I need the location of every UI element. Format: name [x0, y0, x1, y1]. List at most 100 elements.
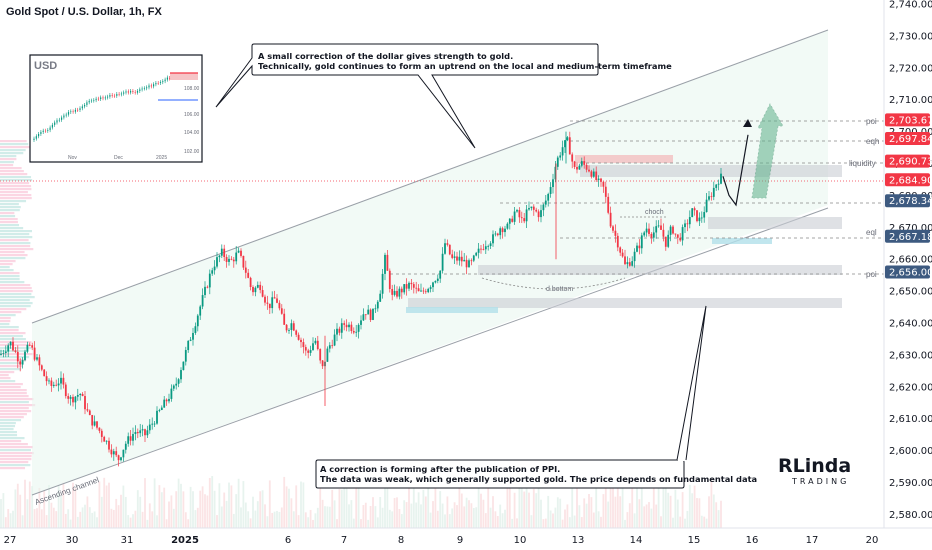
volume-profile-bar — [0, 455, 32, 458]
volume-bar — [614, 496, 617, 528]
volume-bar — [436, 510, 439, 528]
candle-body — [331, 345, 334, 347]
callout-bottom: A correction is forming after the public… — [315, 305, 757, 489]
candle-body — [669, 226, 672, 235]
volume-bar — [134, 510, 137, 528]
candle-body — [456, 256, 458, 261]
candle-body — [252, 286, 254, 293]
volume-bar — [588, 493, 590, 528]
volume-bar — [117, 505, 120, 528]
volume-bar — [472, 508, 475, 528]
inset-title: USD — [34, 60, 57, 72]
inset-xtick-0: Nov — [68, 155, 77, 161]
candle-body — [540, 210, 542, 218]
candle-body — [693, 208, 696, 211]
candle-body — [333, 334, 336, 346]
volume-bar — [657, 476, 660, 528]
volume-bar — [506, 478, 509, 528]
volume-bar — [172, 508, 175, 528]
volume-bar — [600, 516, 602, 528]
candle-body — [271, 297, 274, 309]
volume-bar — [535, 493, 538, 528]
volume-profile-bar — [0, 464, 31, 467]
candle-body — [391, 288, 394, 295]
volume-bar — [621, 487, 624, 528]
volume-bar — [194, 510, 197, 528]
inset-candle-body — [130, 91, 132, 93]
callout-top-line2: Technically, gold continues to form an u… — [258, 61, 672, 71]
candle-body — [307, 350, 310, 353]
candle-body — [158, 409, 161, 411]
y-tick-label: 2,620.00 — [889, 382, 932, 393]
candle-body — [494, 233, 497, 235]
x-axis-panel[interactable] — [0, 528, 932, 550]
inset-candle-body — [153, 84, 155, 87]
inset-candle-body — [86, 102, 88, 105]
volume-bar — [129, 517, 132, 528]
volume-profile-bar — [0, 281, 25, 284]
volume-bar — [441, 503, 444, 528]
volume-profile — [0, 140, 36, 470]
candle-body — [280, 308, 283, 314]
candle-body — [384, 254, 386, 274]
volume-bar — [50, 502, 53, 528]
zone-blue-2 — [406, 307, 498, 313]
candle-body — [420, 290, 422, 292]
rlinda-logo: RLinda TRADING — [778, 455, 851, 486]
candle-body — [220, 248, 223, 256]
volume-profile-bar — [0, 194, 32, 197]
candle-body — [21, 360, 24, 365]
inset-candle-body — [141, 88, 143, 90]
y-tick-label: 2,670.00 — [889, 223, 932, 234]
volume-profile-bar — [0, 320, 11, 323]
volume-profile-bar — [0, 230, 32, 233]
volume-profile-bar — [0, 302, 33, 305]
x-axis-ticks: 27 30 31 2025 6 7 8 9 10 13 14 15 16 17 20 — [4, 535, 879, 546]
volume-bar — [492, 496, 494, 528]
volume-bar — [496, 515, 499, 528]
candle-body — [79, 393, 82, 396]
volume-bar — [184, 512, 187, 528]
volume-bar — [453, 502, 456, 528]
x-tick-label: 6 — [285, 535, 291, 546]
inset-candle-body — [97, 98, 99, 100]
volume-bar — [55, 511, 58, 528]
candle-body — [182, 361, 185, 371]
y-axis-panel[interactable] — [884, 0, 932, 528]
volume-profile-bar — [0, 422, 16, 425]
inset-candle-body — [65, 114, 67, 116]
candle-body — [432, 282, 434, 288]
volume-bar — [705, 518, 708, 528]
volume-bar — [163, 487, 166, 528]
candle-body — [451, 254, 454, 258]
candle-body — [170, 388, 173, 399]
candle-body — [403, 284, 406, 293]
volume-bar — [528, 492, 530, 528]
candle-body — [554, 166, 557, 180]
volume-bar — [477, 480, 480, 528]
candle-body — [69, 396, 72, 399]
label-eqh: eqh — [866, 137, 879, 146]
volume-profile-bar — [0, 434, 18, 437]
volume-bar — [487, 484, 490, 528]
volume-bar — [271, 512, 274, 528]
volume-bar — [93, 511, 96, 528]
candle-body — [374, 308, 377, 310]
price-tag: 2,703.67 — [889, 115, 932, 126]
candle-body — [710, 196, 713, 198]
candle-body — [388, 270, 391, 289]
candle-body — [110, 449, 113, 455]
candle-body — [691, 208, 694, 218]
volume-bar — [28, 481, 31, 528]
candle-body — [31, 345, 34, 348]
candle-body — [417, 288, 420, 292]
candle-body — [398, 288, 401, 297]
volume-bar — [624, 519, 626, 528]
volume-bar — [223, 492, 226, 528]
candle-body — [698, 217, 701, 222]
volume-profile-bar — [0, 431, 17, 434]
volume-bar — [16, 483, 19, 528]
volume-bar — [273, 511, 276, 528]
volume-bar — [520, 487, 523, 528]
